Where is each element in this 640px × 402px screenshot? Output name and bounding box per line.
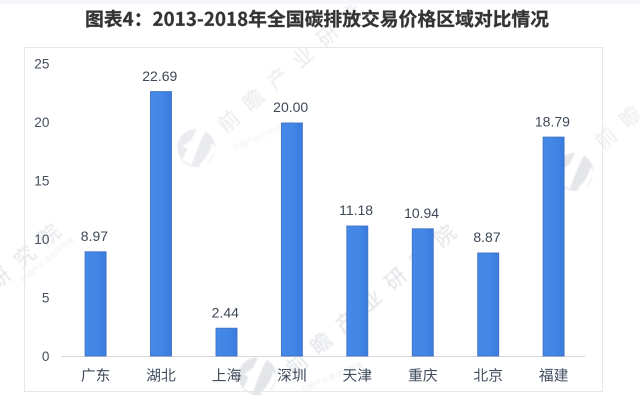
svg-text:11.18: 11.18 bbox=[339, 202, 373, 218]
svg-text:5: 5 bbox=[42, 290, 50, 305]
svg-text:20: 20 bbox=[34, 115, 50, 130]
svg-text:25: 25 bbox=[34, 57, 49, 72]
svg-text:15: 15 bbox=[34, 174, 49, 189]
svg-text:10.94: 10.94 bbox=[404, 205, 439, 221]
svg-text:8.87: 8.87 bbox=[473, 229, 500, 245]
svg-text:0: 0 bbox=[42, 349, 50, 364]
svg-text:20.00: 20.00 bbox=[273, 99, 308, 115]
svg-text:10: 10 bbox=[34, 232, 50, 247]
svg-text:22.69: 22.69 bbox=[142, 68, 177, 84]
svg-text:18.79: 18.79 bbox=[535, 113, 570, 129]
svg-text:8.97: 8.97 bbox=[81, 228, 108, 244]
svg-text:2.44: 2.44 bbox=[212, 304, 239, 320]
